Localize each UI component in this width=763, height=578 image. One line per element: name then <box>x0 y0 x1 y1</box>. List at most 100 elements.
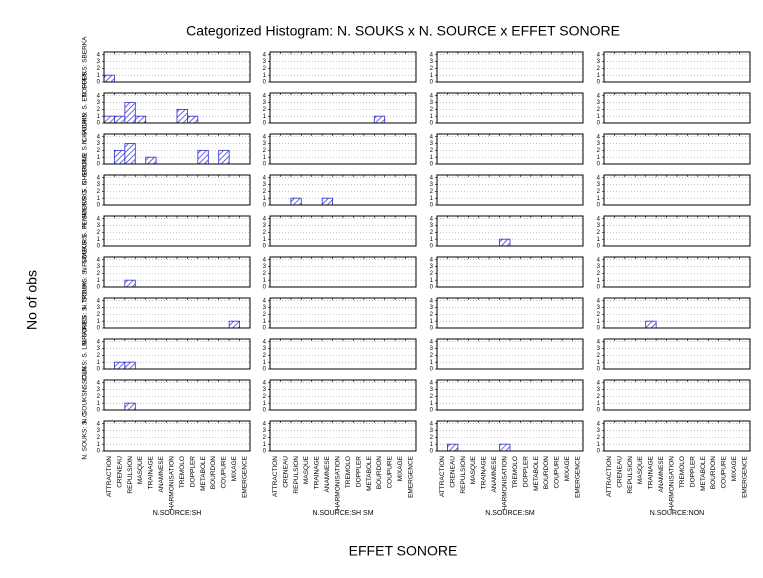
x-tick-label: COUPURE <box>554 455 561 488</box>
y-tick-label: 4 <box>597 257 601 263</box>
y-tick-label: 3 <box>430 264 434 270</box>
y-tick-label: 0 <box>430 244 434 250</box>
panel-frame <box>436 420 584 452</box>
y-tick-label: 0 <box>597 326 601 332</box>
panel-frame <box>103 133 251 165</box>
y-tick-label: 0 <box>97 408 101 414</box>
y-tick-label: 4 <box>97 93 101 99</box>
row-label: N. SOUKS: S. C <box>82 412 89 460</box>
y-tick-label: 1 <box>263 442 267 448</box>
y-tick-label: 0 <box>597 162 601 168</box>
y-tick-label: 3 <box>97 264 101 270</box>
y-tick-label: 4 <box>597 134 601 140</box>
x-tick-label: CRENEAU <box>116 456 123 488</box>
x-tick-label: REPULSION <box>627 456 634 494</box>
y-tick-label: 3 <box>597 100 601 106</box>
y-tick-label: 2 <box>430 353 434 359</box>
y-tick-label: 1 <box>97 319 101 325</box>
y-tick-label: 3 <box>263 141 267 147</box>
y-tick-label: 1 <box>263 73 267 79</box>
bar <box>187 115 199 124</box>
panel-frame <box>103 51 251 83</box>
x-tick-label: DOPPLER <box>522 456 529 487</box>
row-label: N. SOUKS: S. CHERONE <box>82 152 89 228</box>
y-tick-label: 3 <box>97 59 101 65</box>
x-tick-label: TREMOLO <box>179 456 186 488</box>
y-tick-label: 0 <box>597 285 601 291</box>
y-tick-label: 4 <box>430 298 434 304</box>
y-tick-label: 2 <box>263 271 267 277</box>
y-tick-label: 4 <box>430 257 434 263</box>
y-tick-label: 0 <box>97 121 101 127</box>
y-tick-label: 2 <box>597 66 601 72</box>
y-tick-label: 1 <box>97 155 101 161</box>
x-tick-label: MASQUE <box>303 455 310 484</box>
y-tick-label: 3 <box>430 59 434 65</box>
y-tick-label: 3 <box>597 59 601 65</box>
x-tick-label: MASQUE <box>637 455 644 484</box>
x-tick-label: ANAMNESE <box>491 455 498 492</box>
y-tick-label: 3 <box>263 59 267 65</box>
panel-frame <box>603 51 751 83</box>
y-tick-label: 2 <box>97 66 101 72</box>
row-label: N. SOUKS: SBERKA <box>82 36 89 98</box>
x-tick-label: DOPPLER <box>189 456 196 487</box>
bar <box>218 149 230 165</box>
x-tick-label: HARMONISATION <box>669 456 676 511</box>
bar <box>447 443 459 452</box>
y-tick-label: 2 <box>263 394 267 400</box>
y-tick-label: 0 <box>263 203 267 209</box>
y-tick-label: 3 <box>597 264 601 270</box>
y-tick-label: 0 <box>97 80 101 86</box>
y-tick-label: 4 <box>430 52 434 58</box>
y-tick-label: 4 <box>263 421 267 427</box>
panel-frame <box>269 92 417 124</box>
y-tick-label: 0 <box>97 285 101 291</box>
bar <box>124 279 136 288</box>
panel-frame <box>436 174 584 206</box>
y-tick-label: 2 <box>430 230 434 236</box>
x-tick-label: TREMOLO <box>512 456 519 488</box>
x-tick-label: BOURDON <box>710 456 717 490</box>
y-tick-label: 2 <box>263 435 267 441</box>
x-tick-label: METABOLE <box>533 455 540 491</box>
y-tick-label: 2 <box>97 148 101 154</box>
y-tick-label: 3 <box>263 100 267 106</box>
y-tick-label: 3 <box>97 305 101 311</box>
y-tick-label: 0 <box>263 367 267 373</box>
bar <box>499 238 511 247</box>
bar <box>290 197 302 206</box>
y-tick-label: 4 <box>97 175 101 181</box>
x-tick-label: ATTRACTION <box>606 456 613 497</box>
y-tick-label: 2 <box>97 312 101 318</box>
x-tick-label: REPULSION <box>460 456 467 494</box>
y-tick-label: 1 <box>430 114 434 120</box>
y-tick-label: 2 <box>597 107 601 113</box>
x-tick-label: ATTRACTION <box>106 456 113 497</box>
y-tick-label: 1 <box>263 196 267 202</box>
panel-frame <box>436 133 584 165</box>
y-tick-label: 3 <box>597 387 601 393</box>
y-tick-label: 0 <box>430 285 434 291</box>
y-tick-label: 3 <box>263 346 267 352</box>
y-tick-label: 0 <box>430 162 434 168</box>
row-label: N. SOUKS: S. FEMMES/RG <box>82 190 89 272</box>
y-tick-label: 3 <box>597 305 601 311</box>
y-tick-label: 0 <box>430 449 434 455</box>
bar <box>103 74 115 83</box>
x-tick-label: METABOLE <box>200 455 207 491</box>
y-tick-label: 2 <box>97 394 101 400</box>
panel-frame <box>269 379 417 411</box>
y-tick-label: 0 <box>430 121 434 127</box>
y-tick-label: 0 <box>597 121 601 127</box>
bar <box>124 361 136 370</box>
y-tick-label: 1 <box>430 442 434 448</box>
y-tick-label: 3 <box>597 428 601 434</box>
x-tick-label: CRENEAU <box>449 456 456 488</box>
y-tick-label: 3 <box>263 305 267 311</box>
y-tick-label: 4 <box>597 421 601 427</box>
y-tick-label: 2 <box>263 107 267 113</box>
y-tick-label: 1 <box>97 73 101 79</box>
y-tick-label: 0 <box>263 326 267 332</box>
x-tick-label: TRAINAGE <box>148 455 155 489</box>
